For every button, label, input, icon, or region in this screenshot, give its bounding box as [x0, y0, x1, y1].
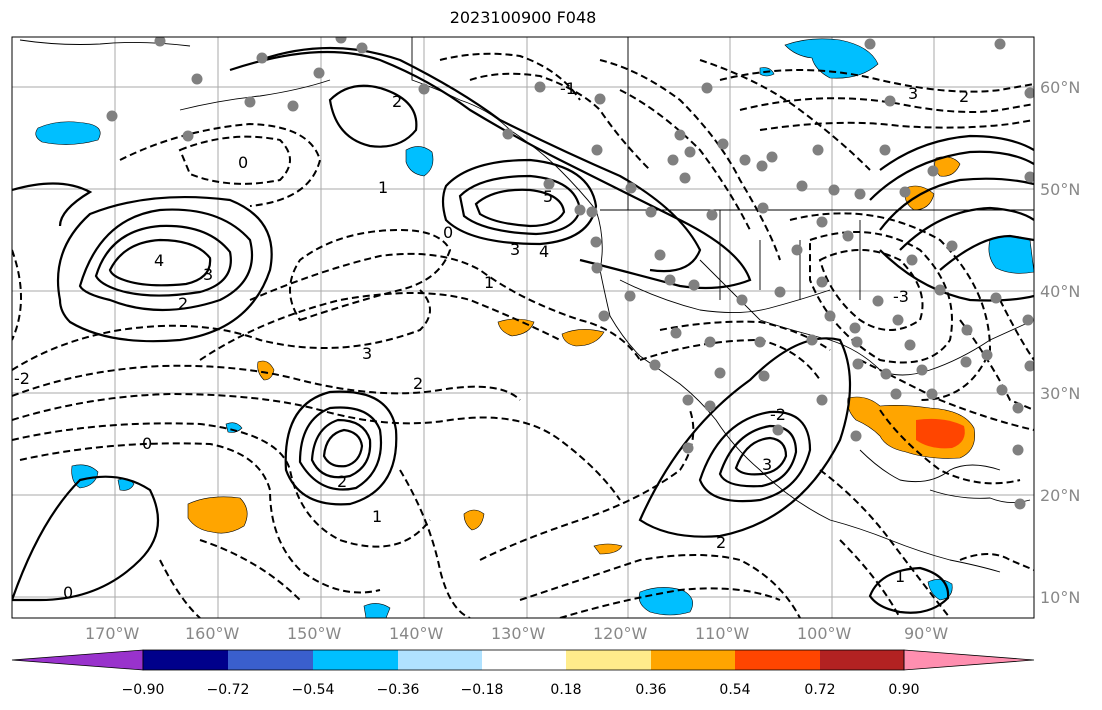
- lon-label: 150°W: [287, 624, 342, 643]
- contour-label: 4: [154, 251, 164, 270]
- contour-label: 0: [443, 223, 453, 242]
- colorbar-tick-label: −0.72: [206, 682, 250, 698]
- contour-label: 2: [178, 294, 188, 313]
- colorbar-bin: [398, 650, 482, 670]
- lon-label: 110°W: [695, 624, 750, 643]
- contour-label: 0: [142, 434, 152, 453]
- shading-positive-orange: [187, 156, 975, 555]
- colorbar-bin: [820, 650, 904, 670]
- colorbar-bin: [228, 650, 313, 670]
- lon-label: 100°W: [797, 624, 852, 643]
- contour-label: -1: [560, 79, 576, 98]
- lon-label: 130°W: [491, 624, 546, 643]
- contours-solid: [12, 46, 1034, 614]
- contour-label: 1: [895, 567, 905, 586]
- colorbar-tick-label: −0.54: [291, 682, 335, 698]
- colorbar-tick-label: 0.54: [719, 682, 751, 698]
- colorbar-tick-label: 0.72: [804, 682, 836, 698]
- contour-label: 3: [762, 455, 772, 474]
- contour-label: 0: [63, 583, 73, 602]
- contour-label: 3: [510, 240, 520, 259]
- contour-label: -2: [14, 369, 30, 388]
- colorbar-extend-high: [903, 649, 1035, 671]
- contour-label: 0: [238, 153, 248, 172]
- map-title: 2023100900 F048: [449, 8, 597, 27]
- contour-label: 3: [908, 84, 918, 103]
- lat-label: 20°N: [1040, 486, 1081, 505]
- contour-label: 2: [413, 374, 423, 393]
- contour-label: 1: [372, 507, 382, 526]
- contour-label: 2: [392, 92, 402, 111]
- lat-label: 10°N: [1040, 588, 1081, 607]
- colorbar-tick-label: −0.18: [460, 682, 504, 698]
- contour-label: -3: [893, 287, 909, 306]
- lat-label: 30°N: [1040, 384, 1081, 403]
- contour-label: -2: [770, 405, 786, 424]
- station-dots: [106, 37, 1034, 510]
- lon-label: 160°W: [185, 624, 240, 643]
- contour-label: 1: [378, 178, 388, 197]
- contour-labels: 0 1 2 3 4 5 0 1 2 3 4 0 2 3 1 0 2 3 2 -2…: [14, 79, 969, 602]
- lat-label: 40°N: [1040, 282, 1081, 301]
- contour-label: 3: [362, 344, 372, 363]
- contour-label: 4: [539, 242, 549, 261]
- lon-label: 90°W: [904, 624, 949, 643]
- lon-label: 120°W: [593, 624, 648, 643]
- colorbar-tick-label: 0.36: [635, 682, 667, 698]
- colorbar: [11, 649, 1035, 671]
- map-frame: [11, 36, 1035, 619]
- contours-dashed: [12, 52, 1034, 618]
- colorbar-bin: [313, 650, 398, 670]
- colorbar-bin: [482, 650, 566, 670]
- lat-label: 60°N: [1040, 78, 1081, 97]
- colorbar-bin: [651, 650, 735, 670]
- colorbar-bin: [143, 650, 228, 670]
- lon-label: 170°W: [85, 624, 140, 643]
- contour-label: 5: [543, 187, 553, 206]
- colorbar-tick-label: 0.90: [888, 682, 920, 698]
- contour-label: 3: [203, 265, 213, 284]
- colorbar-tick-label: −0.90: [121, 682, 165, 698]
- colorbar-tick-label: 0.18: [550, 682, 582, 698]
- contour-label: 1: [484, 273, 494, 292]
- colorbar-bin: [735, 650, 820, 670]
- colorbar-bin: [566, 650, 651, 670]
- shading-negative: [35, 38, 1034, 618]
- lon-label: 140°W: [389, 624, 444, 643]
- coastlines: [19, 37, 1034, 573]
- colorbar-extend-low: [11, 649, 144, 671]
- contour-label: 2: [959, 87, 969, 106]
- colorbar-tick-label: −0.36: [376, 682, 420, 698]
- contour-label: 2: [716, 533, 726, 552]
- lat-label: 50°N: [1040, 180, 1081, 199]
- contour-label: 2: [337, 472, 347, 491]
- shading-positive-red: [916, 418, 965, 449]
- graticule: [12, 37, 1034, 618]
